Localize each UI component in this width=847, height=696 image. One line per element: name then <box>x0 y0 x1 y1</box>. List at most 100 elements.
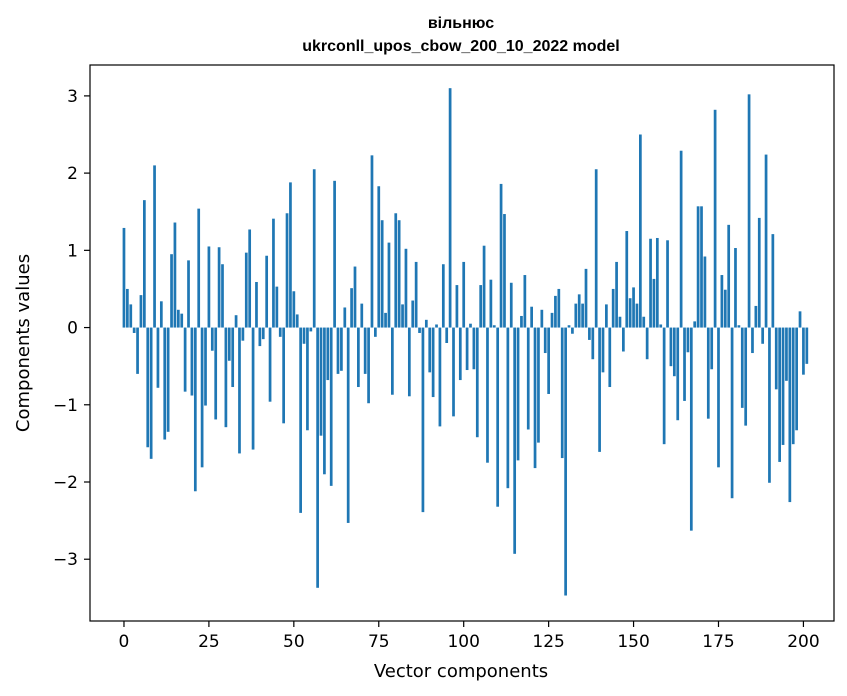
bar <box>516 327 520 461</box>
bar <box>316 327 319 588</box>
bar <box>584 268 588 328</box>
bar <box>183 327 187 392</box>
bar <box>720 275 724 328</box>
bar <box>560 327 564 459</box>
y-tick-label: 0 <box>67 319 78 339</box>
bar <box>588 327 591 340</box>
y-tick-label: 3 <box>67 87 78 107</box>
bar <box>248 229 252 328</box>
bar <box>149 327 153 459</box>
x-tick-label: 100 <box>447 632 479 652</box>
bar <box>662 327 666 445</box>
bar <box>431 327 435 398</box>
bar <box>645 327 649 360</box>
bar <box>778 327 781 462</box>
bar <box>448 88 452 328</box>
y-tick-label: 2 <box>67 164 78 184</box>
bar <box>418 327 421 333</box>
bar <box>472 327 476 370</box>
x-axis-ticks: 0 25 50 75 100 125 150 175 200 <box>119 621 820 652</box>
bar <box>312 169 316 328</box>
bar <box>139 295 143 328</box>
bar <box>159 301 163 328</box>
bar <box>255 281 258 328</box>
bar <box>496 327 500 507</box>
bar <box>554 295 557 328</box>
bar <box>377 186 381 328</box>
bar <box>224 327 228 428</box>
bar <box>659 324 663 328</box>
bar <box>774 327 778 390</box>
bar <box>285 213 289 328</box>
bar <box>503 214 506 328</box>
x-tick-label: 50 <box>283 632 305 652</box>
bar <box>302 327 306 344</box>
bar <box>543 327 547 354</box>
bar <box>475 327 479 438</box>
bar <box>428 327 432 373</box>
bar <box>666 240 669 328</box>
bar <box>547 327 550 394</box>
bar <box>798 311 802 328</box>
bar <box>632 287 635 328</box>
bar <box>166 327 170 432</box>
bar <box>689 327 693 531</box>
bar <box>323 327 326 475</box>
bar <box>696 206 700 328</box>
bar <box>489 279 493 328</box>
x-tick-label: 75 <box>368 632 390 652</box>
bar <box>791 327 795 445</box>
bar <box>520 315 523 328</box>
y-tick-label: −1 <box>53 396 78 416</box>
bar <box>126 288 129 328</box>
bar <box>676 327 680 421</box>
bar <box>329 327 333 486</box>
bar <box>299 327 302 513</box>
bar <box>795 327 798 431</box>
bar <box>625 231 629 328</box>
bar <box>319 327 323 436</box>
bar <box>407 327 411 397</box>
bar <box>605 304 608 328</box>
x-tick-label: 25 <box>198 632 220 652</box>
bar <box>421 327 425 513</box>
bar <box>221 264 224 328</box>
bar <box>523 275 527 328</box>
bar <box>506 327 510 489</box>
bar <box>642 316 646 328</box>
bar <box>652 278 656 328</box>
bar <box>557 288 561 328</box>
bar <box>635 303 639 328</box>
bar <box>703 256 707 328</box>
bar <box>336 327 340 374</box>
bar <box>187 260 190 328</box>
bar <box>730 327 734 499</box>
bar <box>384 312 387 328</box>
bar <box>781 327 785 445</box>
x-tick-label: 0 <box>119 632 130 652</box>
bar <box>679 150 683 328</box>
bar <box>788 327 792 503</box>
bar <box>499 183 503 328</box>
bar <box>367 327 370 404</box>
bar <box>455 285 459 328</box>
bar <box>594 169 598 328</box>
bar <box>717 327 720 468</box>
bar <box>740 327 744 408</box>
bar <box>771 234 775 328</box>
bar <box>737 325 741 328</box>
bar <box>530 306 533 328</box>
bar <box>411 300 415 328</box>
bar <box>309 327 313 332</box>
bar <box>374 327 377 337</box>
bar <box>655 237 659 328</box>
bar <box>723 289 727 328</box>
bar <box>734 248 737 328</box>
bar <box>526 327 530 430</box>
bar-series <box>122 88 809 596</box>
bar <box>754 305 758 328</box>
chart-title: вільнюс <box>428 15 494 32</box>
bar <box>445 327 449 343</box>
bar <box>533 327 537 469</box>
bar <box>669 327 673 367</box>
